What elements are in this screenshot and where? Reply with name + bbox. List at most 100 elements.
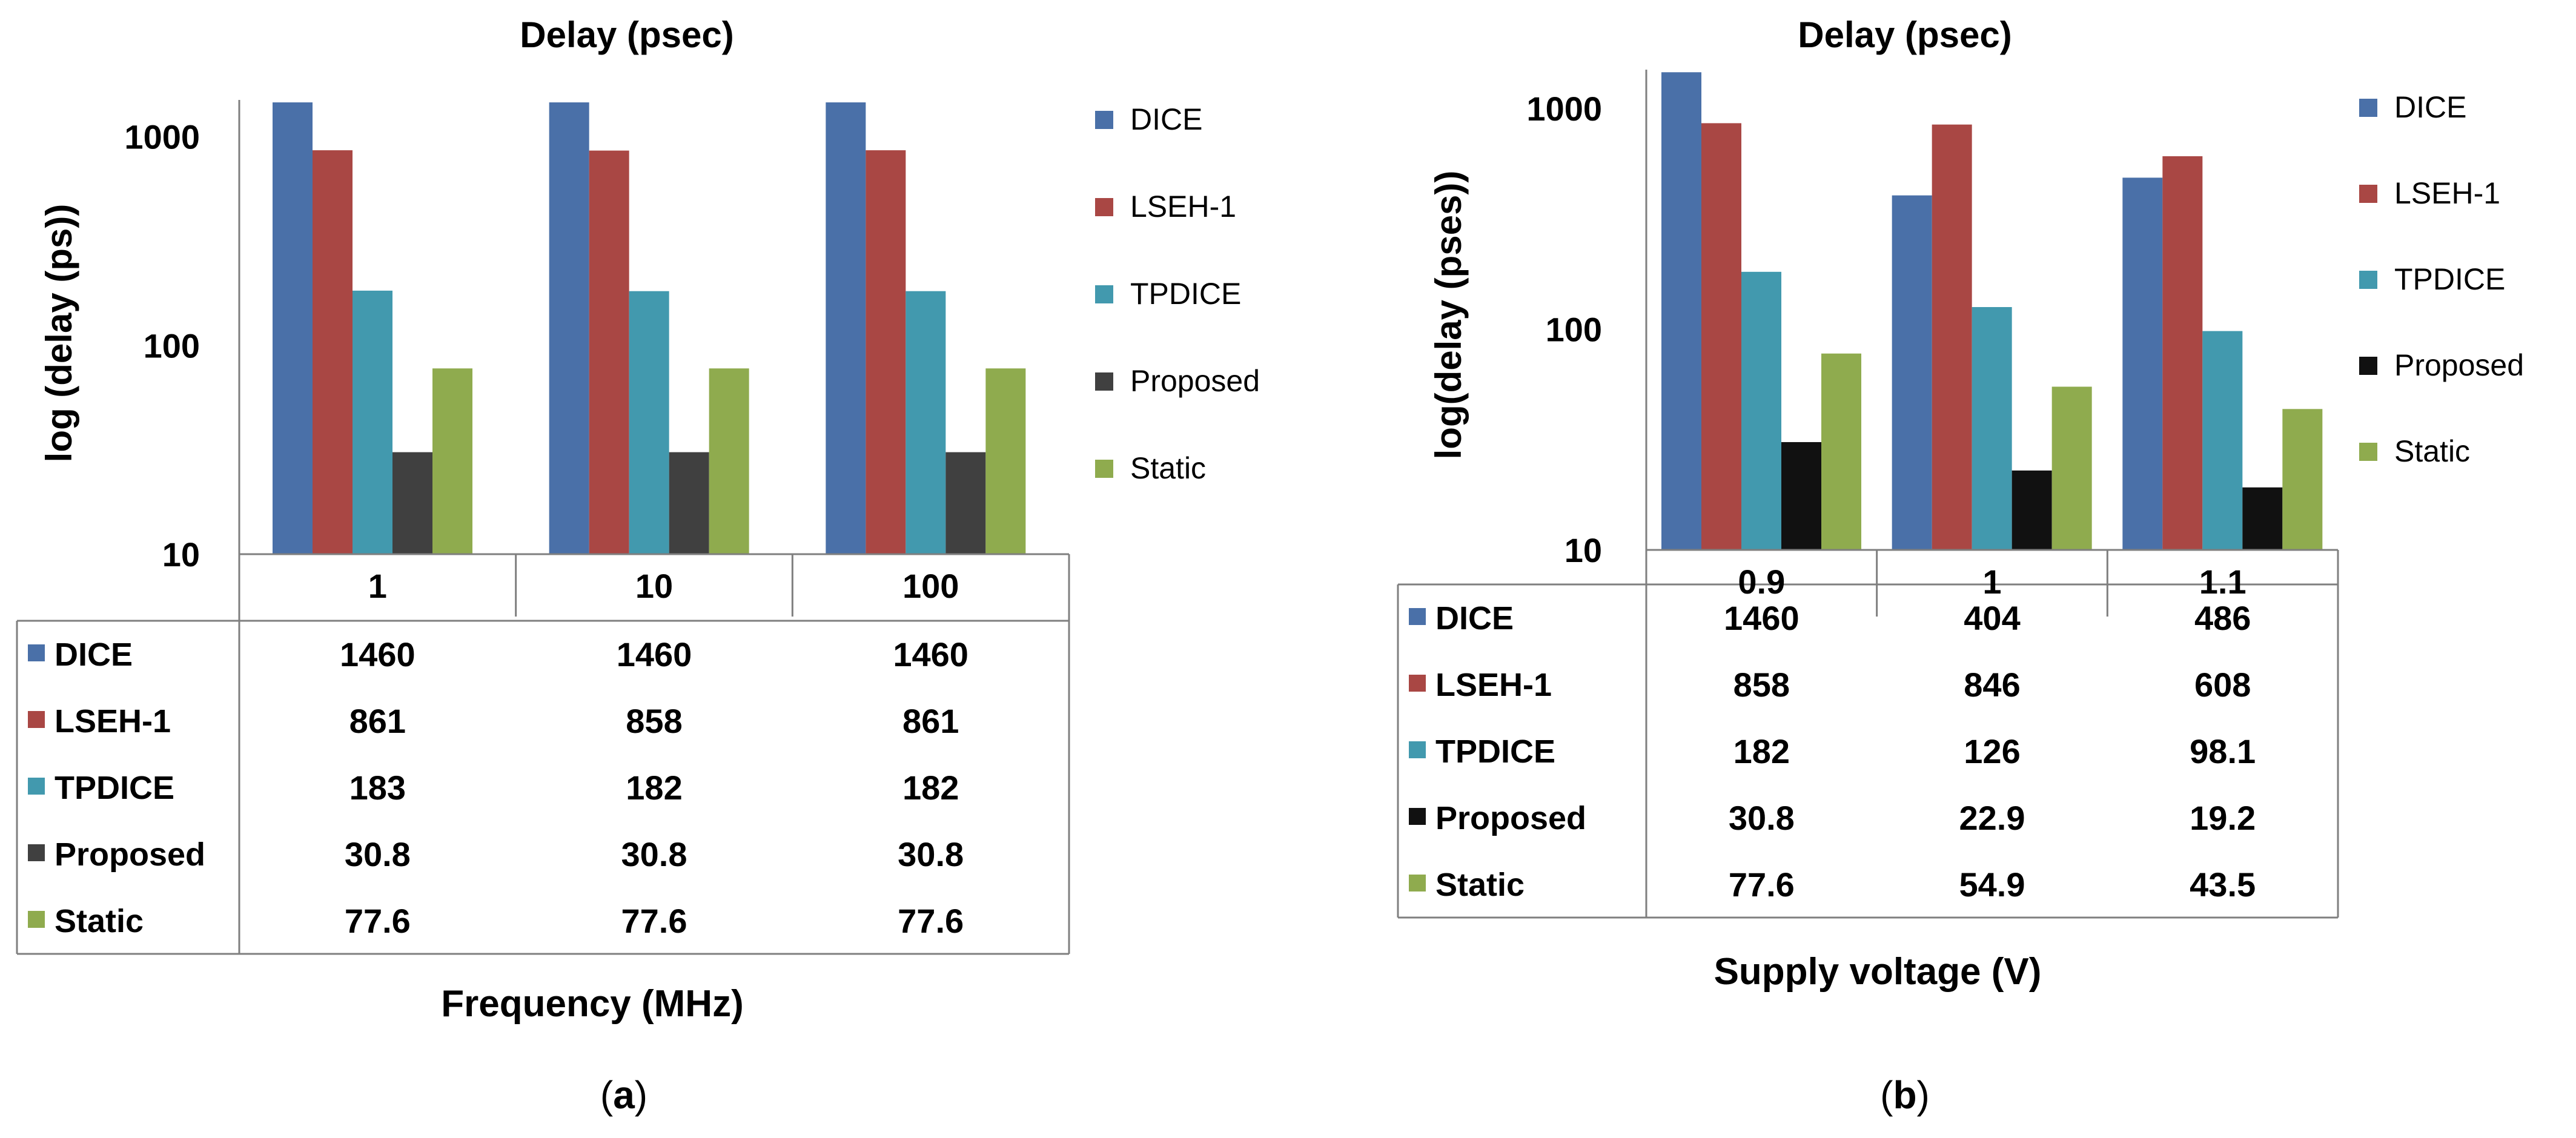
bar-lseh-1-a bbox=[313, 150, 353, 554]
table-row-label-b: Proposed bbox=[1435, 800, 1586, 836]
table-cell-b: 126 bbox=[1964, 732, 2020, 770]
panel-letter-a: a bbox=[613, 1073, 635, 1117]
table-cell-b: 43.5 bbox=[2190, 865, 2256, 904]
table-cell-b: 486 bbox=[2194, 599, 2251, 637]
panel-caption-b: (b) bbox=[1880, 1073, 1930, 1117]
y-tick-label-a: 1000 bbox=[124, 118, 200, 156]
x-axis-label-a: Frequency (MHz) bbox=[441, 983, 743, 1025]
table-row-label-a: DICE bbox=[55, 637, 133, 673]
bar-static-b bbox=[1821, 353, 1861, 550]
chart-panel-b: Delay (psec) log(delay (pses)) Supply vo… bbox=[1397, 15, 2524, 1117]
panel-caption-a: (a) bbox=[600, 1073, 647, 1117]
panel-letter-b: b bbox=[1893, 1073, 1916, 1117]
y-axis-label-a: log (delay (ps)) bbox=[39, 204, 79, 463]
table-cell-a: 30.8 bbox=[898, 835, 964, 873]
bar-dice-a bbox=[549, 102, 589, 554]
bar-proposed-b bbox=[2011, 470, 2052, 550]
legend-label-a: LSEH-1 bbox=[1130, 190, 1236, 223]
table-cell-a: 183 bbox=[349, 769, 406, 807]
legend-swatch-a bbox=[1095, 198, 1113, 216]
table-cell-a: 858 bbox=[626, 702, 682, 740]
category-label-a: 100 bbox=[902, 567, 959, 605]
table-cell-b: 77.6 bbox=[1729, 865, 1795, 904]
y-tick-label-b: 1000 bbox=[1526, 90, 1602, 128]
x-axis-label-b: Supply voltage (V) bbox=[1714, 951, 2042, 993]
table-legend-swatch-b bbox=[1409, 875, 1426, 892]
bar-tpdice-b bbox=[2202, 331, 2243, 550]
y-axis-label-b: log(delay (pses)) bbox=[1428, 171, 1469, 460]
legend-label-a: Static bbox=[1130, 451, 1206, 485]
bar-tpdice-a bbox=[353, 290, 392, 554]
table-legend-swatch-a bbox=[28, 711, 45, 728]
table-cell-a: 77.6 bbox=[898, 902, 964, 940]
bar-lseh-1-a bbox=[589, 150, 629, 554]
category-label-b: 0.9 bbox=[1738, 563, 1785, 601]
table-row-label-a: Static bbox=[55, 903, 144, 939]
table-cell-a: 182 bbox=[626, 769, 682, 807]
table-cell-a: 1460 bbox=[340, 635, 416, 673]
table-legend-swatch-b bbox=[1409, 741, 1426, 758]
bar-tpdice-a bbox=[906, 291, 946, 554]
table-cell-b: 22.9 bbox=[1959, 799, 2025, 837]
bar-static-a bbox=[432, 368, 472, 554]
bar-tpdice-b bbox=[1972, 307, 2012, 550]
table-cell-a: 77.6 bbox=[345, 902, 411, 940]
legend-label-b: DICE bbox=[2394, 90, 2466, 124]
legend-swatch-a bbox=[1095, 460, 1113, 478]
table-cell-a: 30.8 bbox=[621, 835, 687, 873]
chart-panel-a: Delay (psec) log (delay (ps)) Frequency … bbox=[16, 15, 1260, 1117]
legend-swatch-b bbox=[2359, 443, 2377, 461]
table-cell-a: 30.8 bbox=[345, 835, 411, 873]
legend-swatch-a bbox=[1095, 372, 1113, 391]
legend-swatch-b bbox=[2359, 271, 2377, 289]
bar-dice-a bbox=[826, 102, 866, 554]
legend-label-a: TPDICE bbox=[1130, 277, 1241, 311]
legend-label-b: Proposed bbox=[2394, 348, 2524, 382]
category-label-b: 1 bbox=[1982, 563, 2001, 601]
table-cell-a: 861 bbox=[902, 702, 959, 740]
table-cell-b: 404 bbox=[1964, 599, 2020, 637]
y-tick-label-a: 100 bbox=[144, 326, 200, 365]
table-row-label-a: Proposed bbox=[55, 836, 205, 873]
legend-label-a: Proposed bbox=[1130, 364, 1260, 398]
table-row-label-a: LSEH-1 bbox=[55, 703, 171, 739]
y-tick-label-a: 10 bbox=[162, 535, 200, 574]
legend-swatch-a bbox=[1095, 111, 1113, 129]
bar-tpdice-a bbox=[629, 291, 669, 554]
chart-title-b: Delay (psec) bbox=[1798, 15, 2012, 55]
legend-swatch-b bbox=[2359, 99, 2377, 117]
table-cell-b: 608 bbox=[2194, 666, 2251, 704]
table-cell-b: 19.2 bbox=[2190, 799, 2256, 837]
bar-proposed-a bbox=[669, 452, 709, 554]
legend-label-a: DICE bbox=[1130, 102, 1202, 136]
table-legend-swatch-a bbox=[28, 778, 45, 795]
table-legend-swatch-a bbox=[28, 911, 45, 928]
legend-label-b: LSEH-1 bbox=[2394, 176, 2500, 210]
bar-dice-a bbox=[273, 102, 313, 554]
category-label-a: 1 bbox=[368, 567, 387, 605]
y-tick-label-b: 10 bbox=[1564, 531, 1602, 569]
bar-proposed-b bbox=[2242, 487, 2283, 550]
table-cell-a: 1460 bbox=[893, 635, 968, 673]
bar-proposed-a bbox=[392, 452, 432, 554]
table-cell-a: 77.6 bbox=[621, 902, 687, 940]
bar-static-b bbox=[2051, 386, 2092, 550]
plot-area-b: 10 100 1000 0.9 1 1.1 DICE 1460 404 486 LSEH-1 858 8… bbox=[1397, 70, 2524, 919]
table-cell-b: 54.9 bbox=[1959, 865, 2025, 904]
bar-dice-b bbox=[2122, 177, 2163, 550]
table-cell-b: 30.8 bbox=[1729, 799, 1795, 837]
bar-static-a bbox=[985, 368, 1026, 554]
table-cell-b: 858 bbox=[1733, 666, 1790, 704]
bar-lseh-1-b bbox=[1701, 123, 1741, 550]
table-cell-b: 1460 bbox=[1724, 599, 1800, 637]
table-cell-a: 1460 bbox=[617, 635, 692, 673]
plot-area-a: 10 100 1000 1 10 100 DICE 1460 1460 1460 LSEH-1 861… bbox=[16, 100, 1260, 955]
table-cell-b: 182 bbox=[1733, 732, 1790, 770]
bar-proposed-b bbox=[1781, 442, 1821, 550]
bar-dice-b bbox=[1892, 195, 1932, 551]
chart-title-a: Delay (psec) bbox=[520, 15, 734, 55]
table-row-label-b: Static bbox=[1435, 867, 1525, 903]
bar-proposed-a bbox=[945, 452, 986, 554]
bar-static-b bbox=[2282, 409, 2323, 550]
